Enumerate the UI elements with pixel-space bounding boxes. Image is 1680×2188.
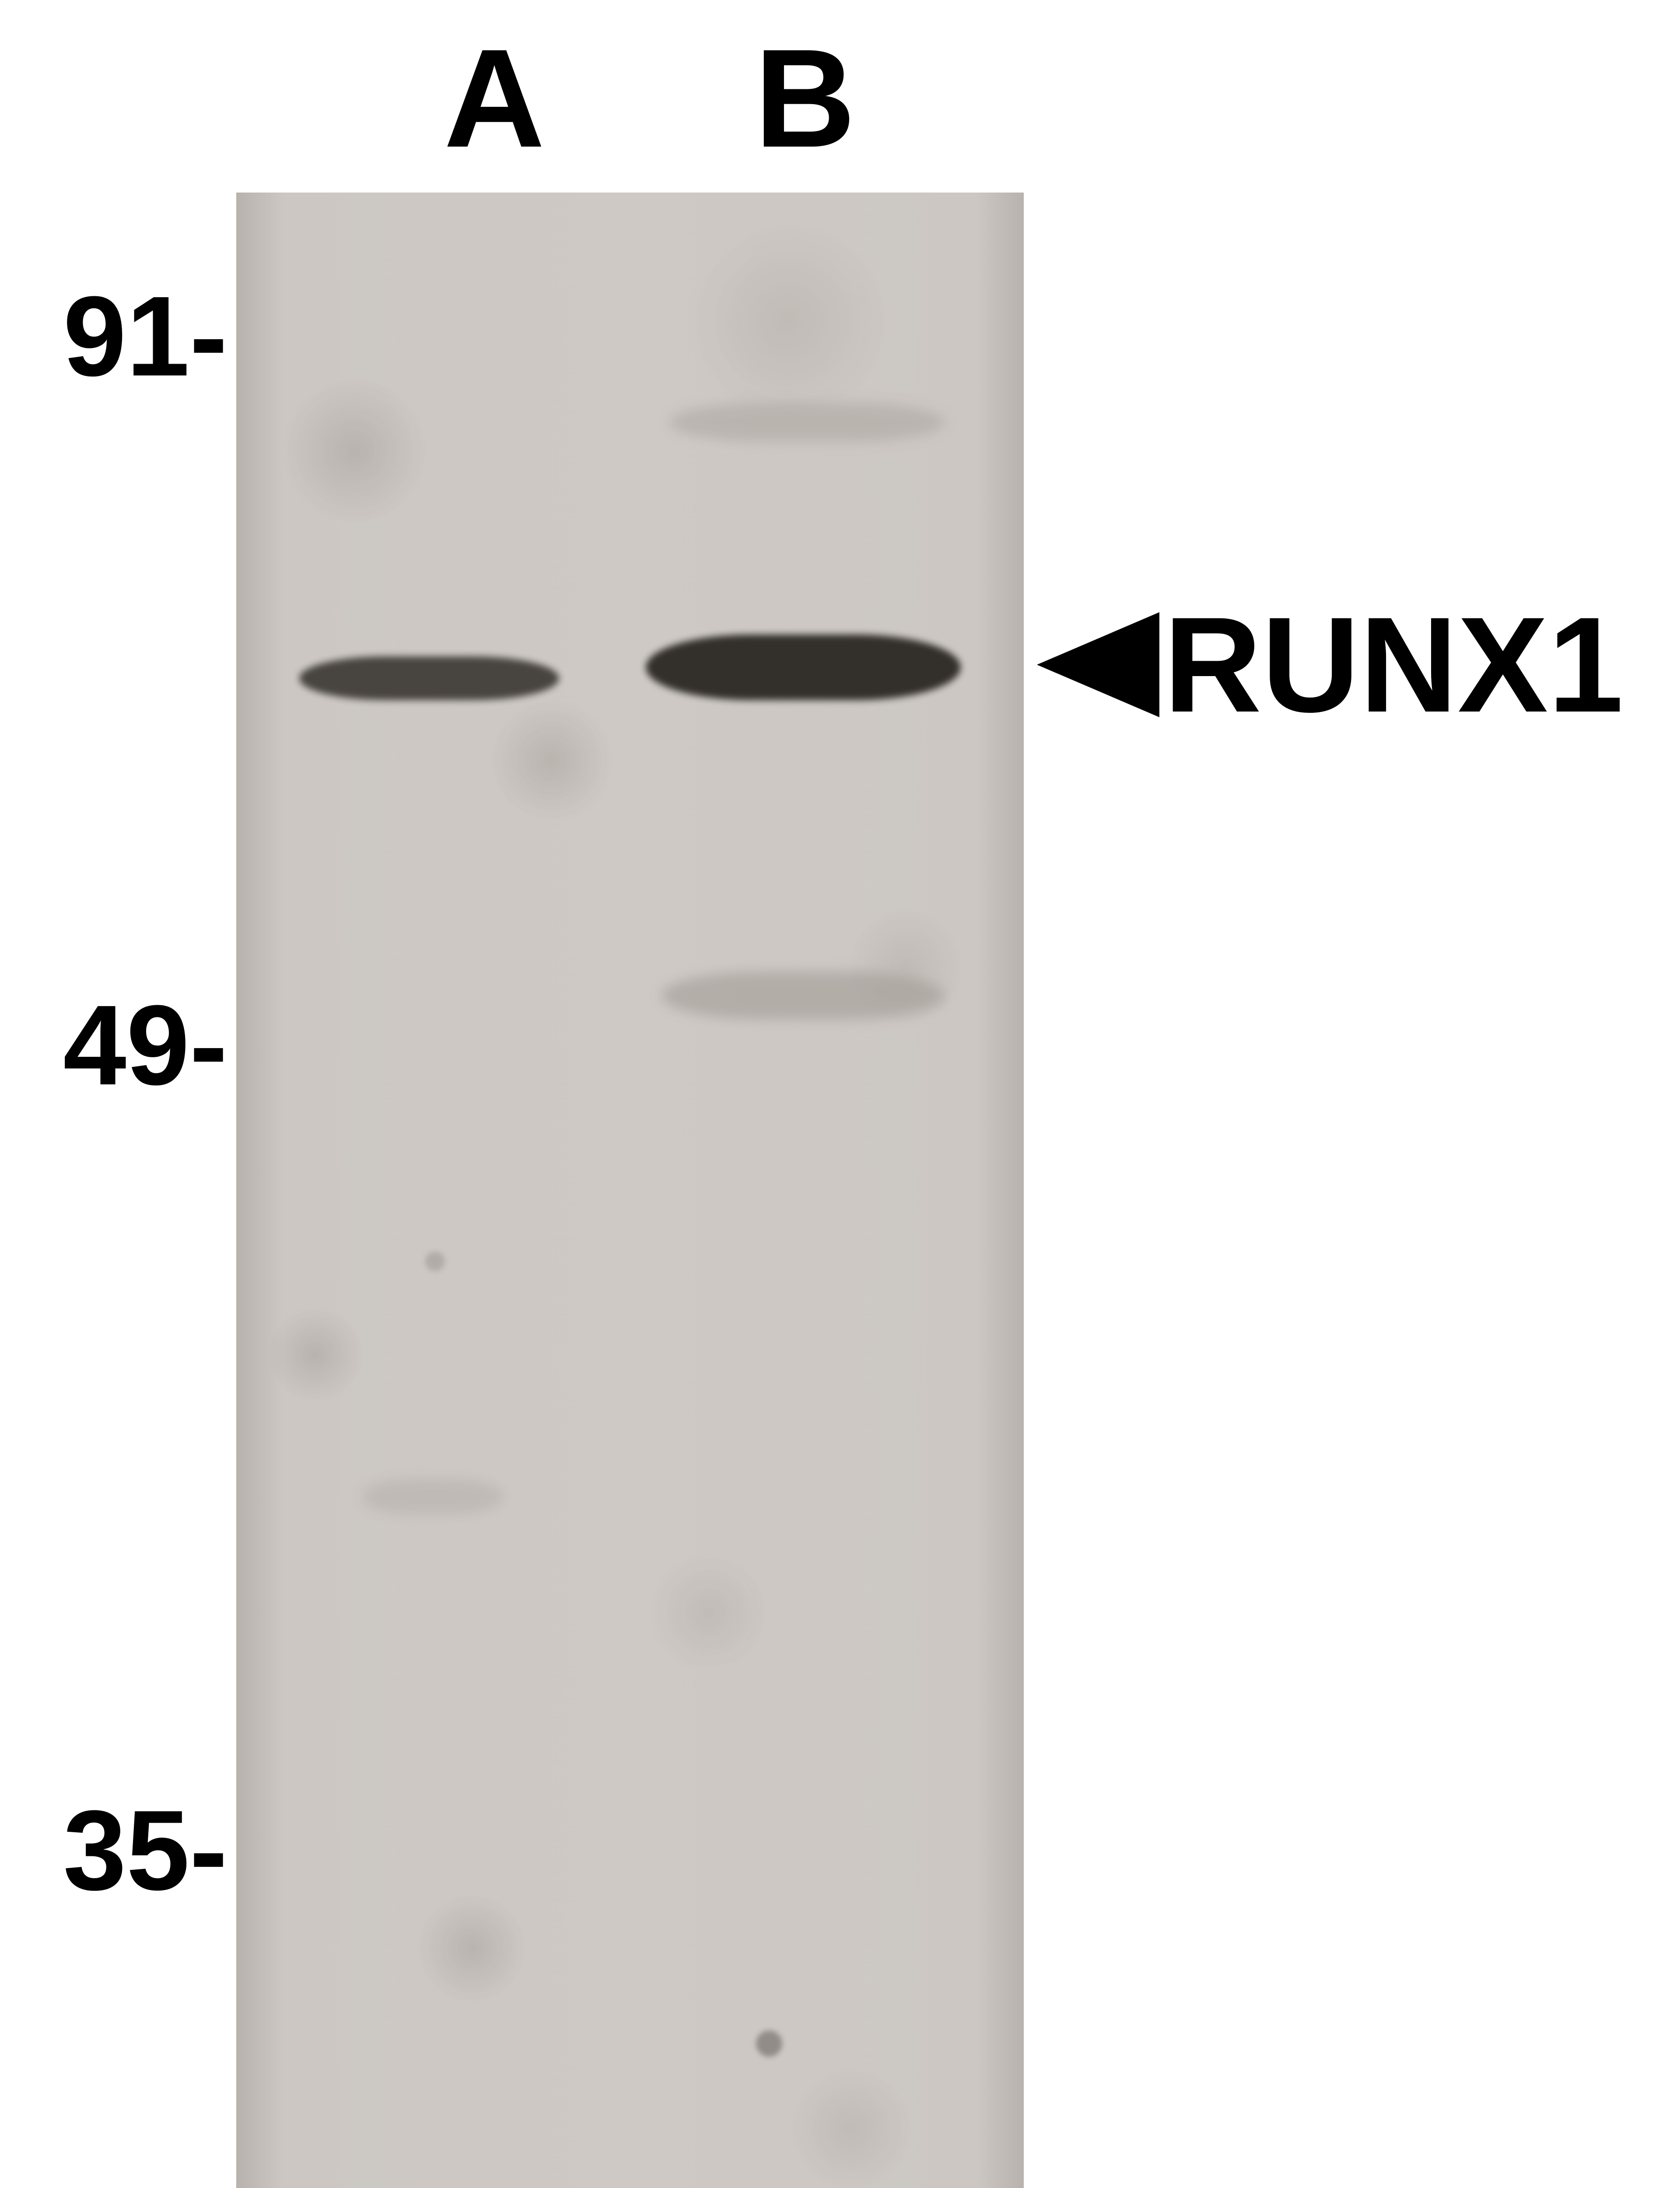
faint-band-3 <box>362 1479 504 1514</box>
speckle-1 <box>756 2030 782 2057</box>
marker-35: 35- <box>9 1785 228 1916</box>
speckle-2 <box>425 1252 445 1271</box>
marker-91: 91- <box>9 271 228 402</box>
band-lane-a-runx1 <box>299 656 559 700</box>
protein-name-text: RUNX1 <box>1164 586 1624 743</box>
protein-label-runx1: RUNX1 <box>1037 586 1624 743</box>
arrow-icon <box>1037 612 1159 717</box>
faint-band-2 <box>662 971 945 1020</box>
lane-headers: A B <box>407 18 976 179</box>
faint-band-1 <box>669 403 945 442</box>
marker-49: 49- <box>9 980 228 1111</box>
lane-label-a: A <box>407 18 582 179</box>
band-lane-b-runx1 <box>646 635 961 700</box>
blot-texture <box>236 193 1024 2188</box>
blot-background <box>236 193 1024 2188</box>
lane-label-b: B <box>718 18 892 179</box>
blot-membrane <box>236 193 1024 2188</box>
